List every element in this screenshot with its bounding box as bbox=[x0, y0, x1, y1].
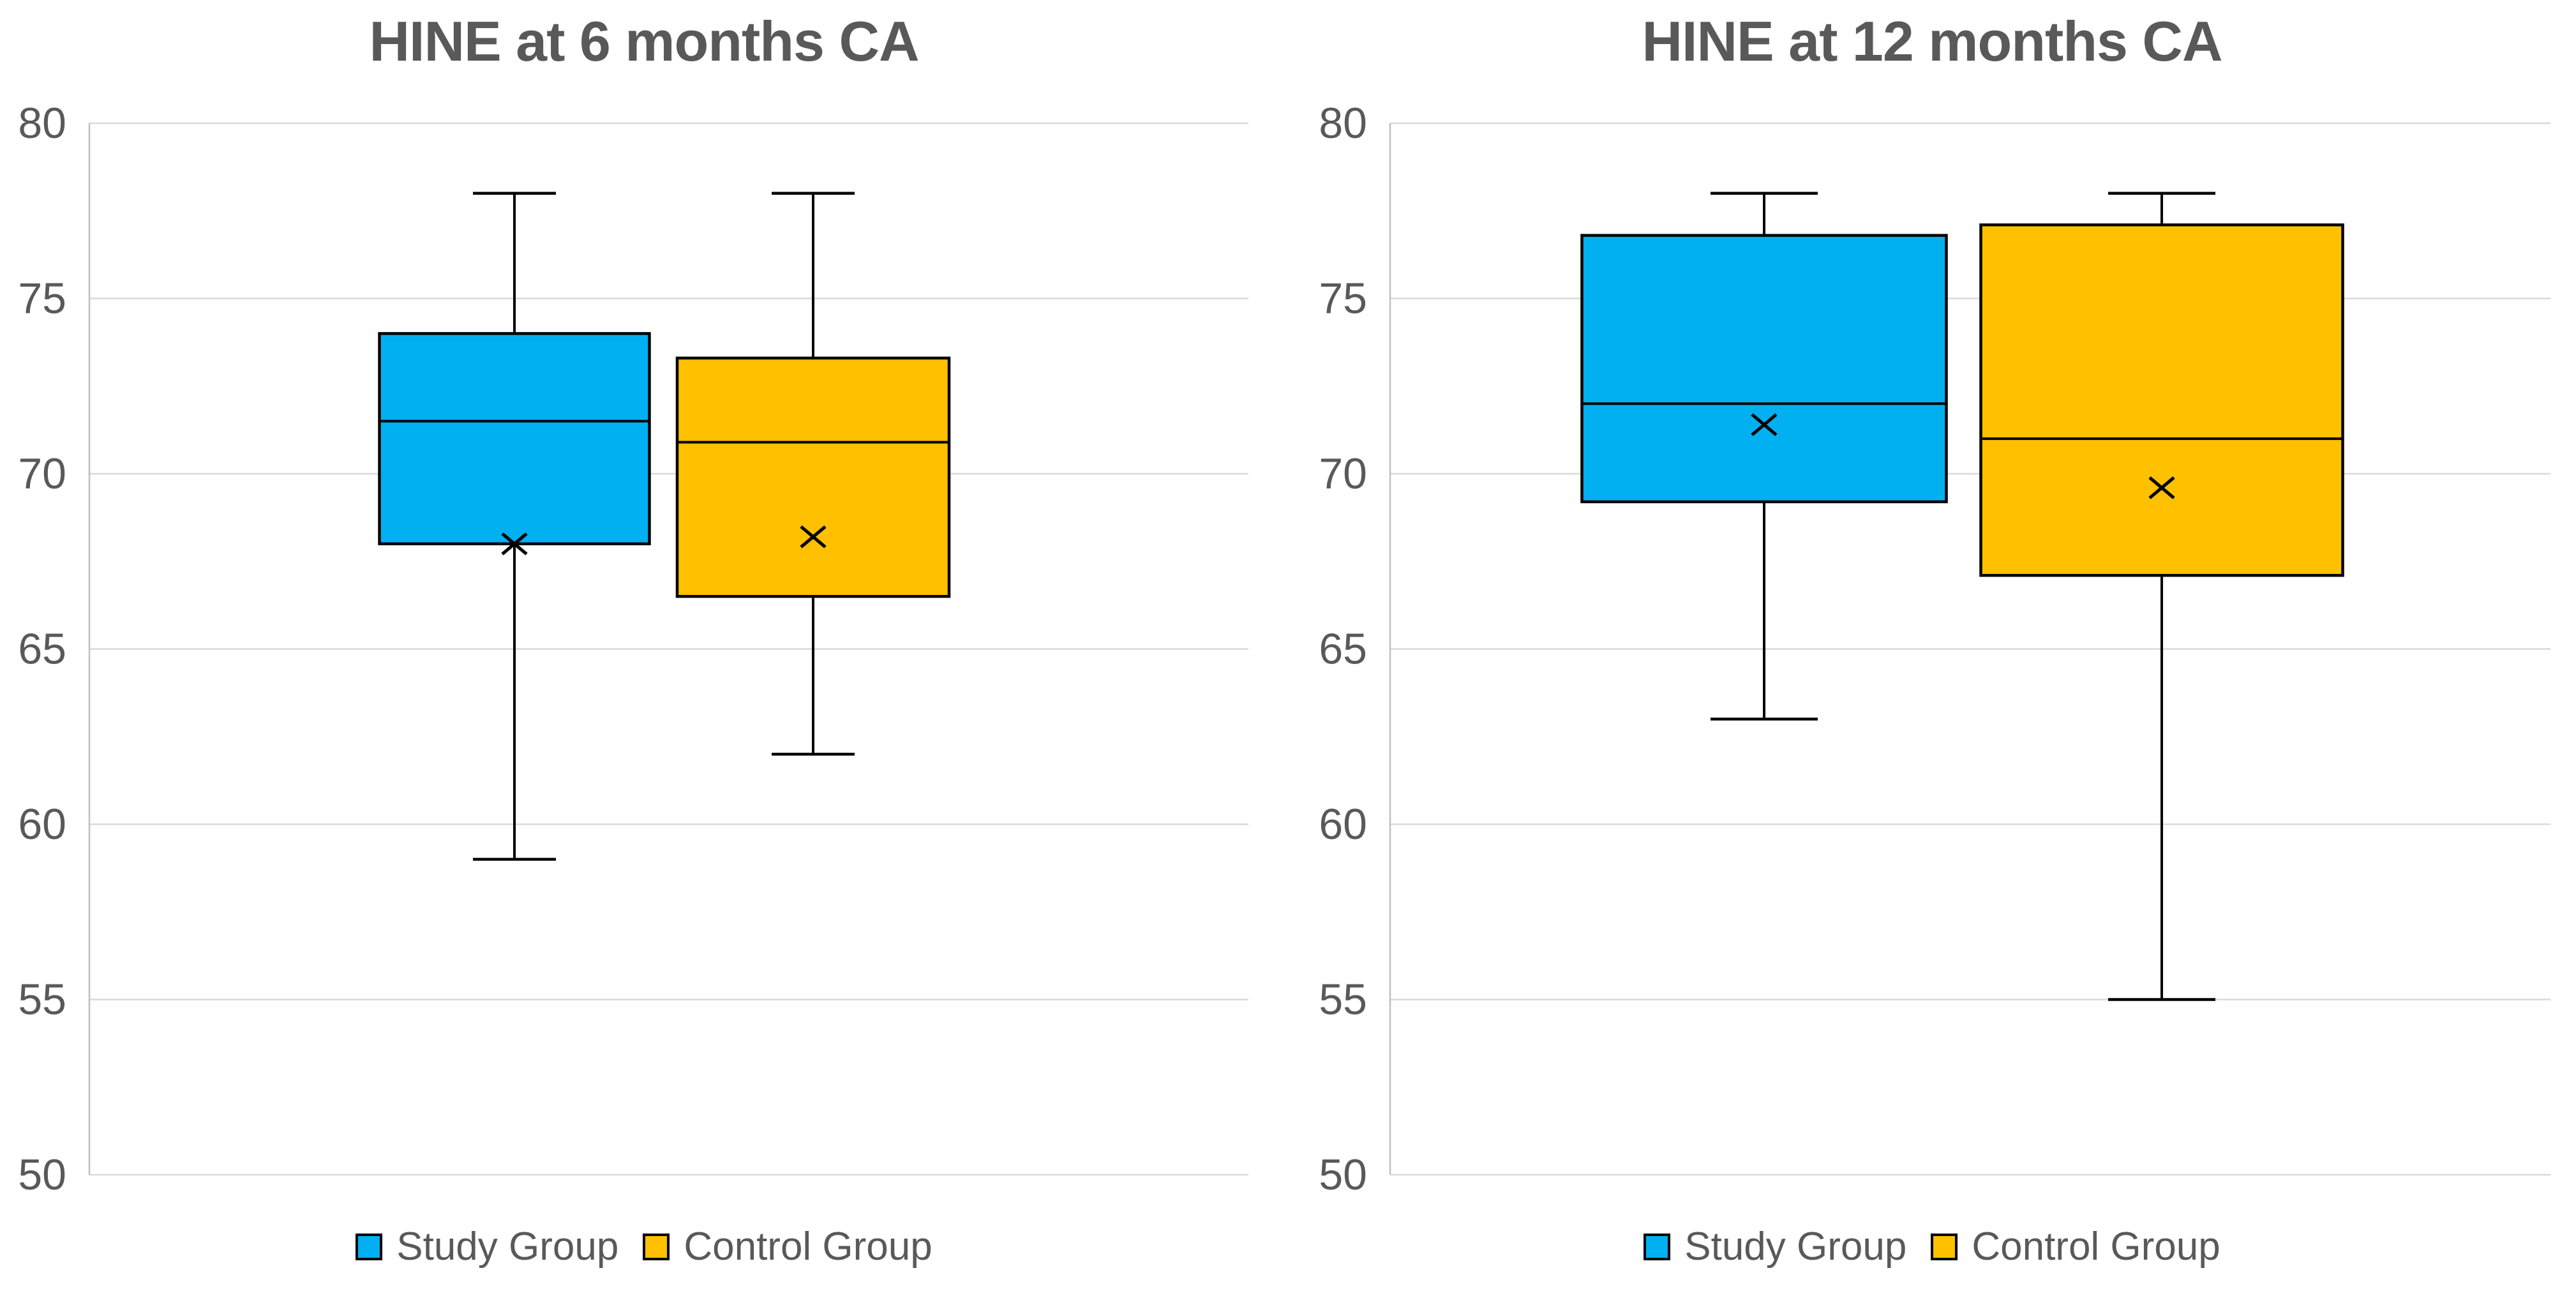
chart-title-6-months: HINE at 6 months CA bbox=[369, 10, 919, 73]
legend-item-control-group: Control Group bbox=[1931, 1227, 2220, 1267]
svg-text:65: 65 bbox=[1319, 625, 1367, 674]
svg-text:65: 65 bbox=[18, 625, 66, 674]
svg-text:80: 80 bbox=[18, 99, 66, 147]
legend-label-control-group: Control Group bbox=[684, 1225, 932, 1269]
chart-hine-12-months: HINE at 12 months CA 50 55 60 65 70 75 80 Stud… bbox=[1288, 0, 2576, 1298]
legend-label-control-group: Control Group bbox=[1972, 1225, 2220, 1269]
svg-text:70: 70 bbox=[1319, 449, 1367, 498]
legend-item-study-group: Study Group bbox=[356, 1227, 618, 1267]
legend-item-study-group: Study Group bbox=[1644, 1227, 1906, 1267]
legend-label-study-group: Study Group bbox=[1684, 1225, 1907, 1269]
chart-hine-6-months: HINE at 6 months CA 50 55 60 65 70 75 80 Study… bbox=[0, 10, 1288, 1267]
study-group-swatch bbox=[1644, 1234, 1671, 1260]
svg-text:75: 75 bbox=[1319, 275, 1367, 323]
svg-text:60: 60 bbox=[1319, 800, 1367, 849]
svg-text:50: 50 bbox=[1319, 1151, 1367, 1199]
legend-item-control-group: Control Group bbox=[643, 1227, 932, 1267]
study-group-swatch bbox=[356, 1234, 383, 1260]
svg-text:55: 55 bbox=[18, 976, 66, 1024]
legend-6-months: Study Group Control Group bbox=[0, 1227, 1288, 1267]
svg-text:60: 60 bbox=[18, 800, 66, 849]
control-group-swatch bbox=[643, 1234, 670, 1260]
control-group-swatch bbox=[1931, 1234, 1958, 1260]
svg-text:50: 50 bbox=[18, 1151, 66, 1199]
legend-label-study-group: Study Group bbox=[396, 1225, 619, 1269]
boxplot-12-months: 50 55 60 65 70 75 80 bbox=[1319, 99, 2550, 1199]
boxplot-6-months: 50 55 60 65 70 75 80 bbox=[18, 99, 1248, 1199]
svg-text:55: 55 bbox=[1319, 976, 1367, 1024]
legend-12-months: Study Group Control Group bbox=[1288, 1227, 2576, 1267]
chart-title-12-months: HINE at 12 months CA bbox=[1642, 10, 2222, 73]
svg-text:75: 75 bbox=[18, 275, 66, 323]
svg-text:80: 80 bbox=[1319, 99, 1367, 147]
svg-text:70: 70 bbox=[18, 449, 66, 498]
